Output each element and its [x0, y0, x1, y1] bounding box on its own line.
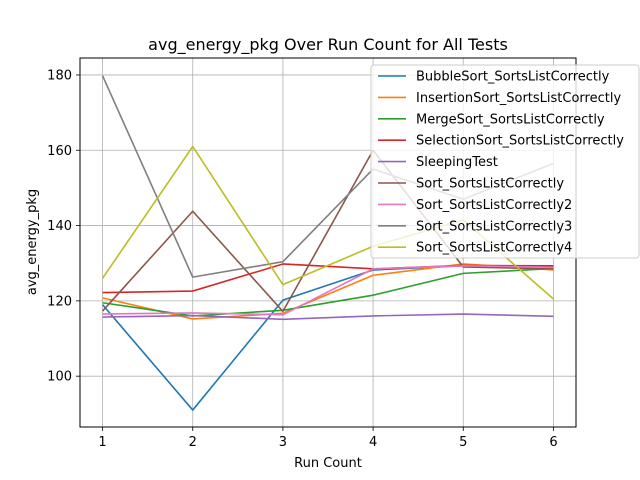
y-tick-label: 120	[47, 294, 72, 309]
legend-label: Sort_SortsListCorrectly2	[416, 198, 572, 213]
chart-title: avg_energy_pkg Over Run Count for All Te…	[148, 35, 508, 55]
y-tick-label: 180	[47, 68, 72, 83]
x-tick-label: 6	[549, 435, 557, 450]
series-line-7	[102, 265, 554, 316]
legend-label: SelectionSort_SortsListCorrectly	[416, 134, 624, 149]
series-line-5	[102, 313, 554, 321]
legend-label: InsertionSort_SortsListCorrectly	[416, 91, 621, 106]
x-tick-label: 3	[279, 435, 287, 450]
y-tick-label: 160	[47, 144, 72, 159]
legend-label: Sort_SortsListCorrectly3	[416, 219, 572, 234]
x-tick-label: 1	[98, 435, 106, 450]
y-tick-label: 100	[47, 370, 72, 385]
legend-label: MergeSort_SortsListCorrectly	[416, 112, 605, 127]
legend-label: BubbleSort_SortsListCorrectly	[416, 70, 610, 85]
legend-label: Sort_SortsListCorrectly	[416, 177, 564, 192]
y-axis-label: avg_energy_pkg	[25, 189, 40, 295]
x-axis-label: Run Count	[294, 456, 362, 471]
x-axis-ticks: 1 2 3 4 5 6	[98, 427, 558, 450]
y-axis-ticks: 100 120 140 160 180	[47, 68, 80, 385]
legend: BubbleSort_SortsListCorrectly InsertionSo…	[370, 64, 640, 259]
legend-box	[370, 64, 640, 259]
legend-label: Sort_SortsListCorrectly4	[416, 241, 572, 256]
series-line-6	[101, 149, 554, 313]
x-tick-label: 4	[369, 435, 377, 450]
x-tick-label: 5	[459, 435, 467, 450]
y-tick-label: 140	[47, 219, 72, 234]
legend-label: SleepingTest	[416, 155, 498, 170]
x-tick-label: 2	[189, 435, 197, 450]
